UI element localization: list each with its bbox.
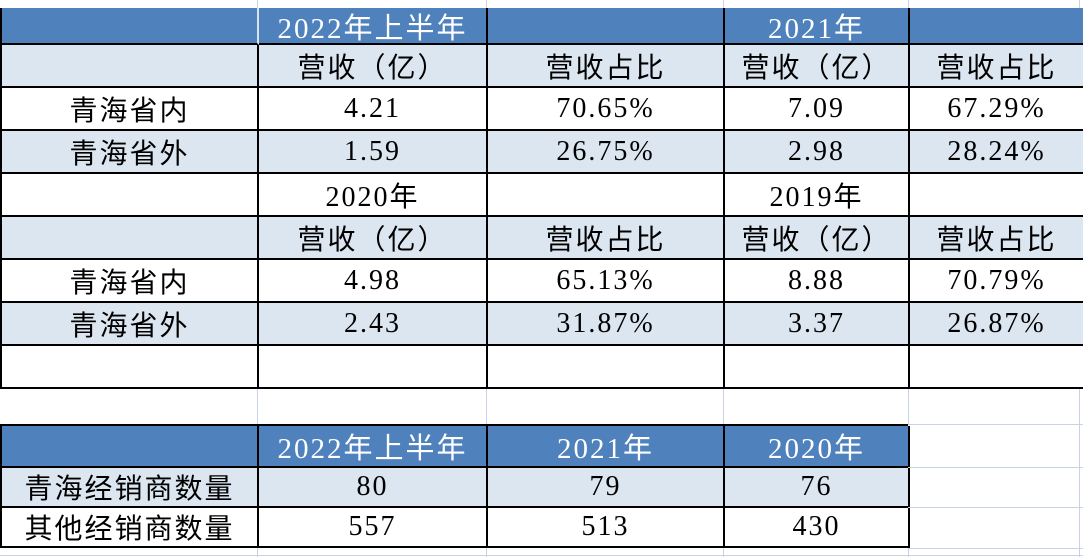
empty-cell[interactable] (2, 426, 259, 468)
value-cell[interactable]: 4.21 (259, 88, 488, 131)
empty-cell[interactable] (259, 346, 488, 389)
gridline (0, 555, 1083, 556)
value-cell[interactable]: 65.13% (488, 260, 725, 303)
value-cell[interactable]: 1.59 (259, 131, 488, 174)
value-cell[interactable]: 70.79% (910, 260, 1083, 303)
gridline (908, 0, 909, 8)
row-label-cell[interactable]: 青海省内 (2, 260, 259, 303)
value-cell[interactable]: 76 (725, 468, 910, 508)
value-cell[interactable]: 8.88 (725, 260, 910, 303)
value-cell[interactable]: 513 (488, 508, 725, 548)
year-header-cell[interactable]: 2022年上半年 (259, 426, 488, 468)
value-cell[interactable]: 31.87% (488, 303, 725, 346)
gridline (1079, 0, 1080, 8)
gridline (723, 0, 724, 8)
empty-cell[interactable] (488, 346, 725, 389)
gridline (486, 548, 487, 557)
col-header-cell[interactable]: 营收占比 (488, 217, 725, 260)
col-header-cell[interactable]: 营收（亿） (259, 217, 488, 260)
gridline (908, 467, 1083, 468)
year-header-cell[interactable]: 2020年 (259, 174, 488, 217)
row-label-cell[interactable]: 青海省内 (2, 88, 259, 131)
gridline (486, 0, 487, 8)
gridline (908, 424, 1083, 425)
empty-cell[interactable] (2, 346, 259, 389)
value-cell[interactable]: 430 (725, 508, 910, 548)
row-label-cell[interactable]: 青海省外 (2, 131, 259, 174)
value-cell[interactable]: 67.29% (910, 88, 1083, 131)
empty-cell[interactable] (2, 217, 259, 260)
empty-cell[interactable] (910, 174, 1083, 217)
empty-cell[interactable] (2, 8, 259, 45)
year-header-cell[interactable]: 2021年 (488, 426, 725, 468)
gridline (908, 548, 1083, 549)
row-label-cell[interactable]: 青海经销商数量 (2, 468, 259, 508)
col-header-cell[interactable]: 营收占比 (910, 217, 1083, 260)
empty-cell[interactable] (488, 8, 725, 45)
empty-cell[interactable] (725, 346, 910, 389)
gridline (723, 389, 724, 424)
value-cell[interactable]: 7.09 (725, 88, 910, 131)
value-cell[interactable]: 70.65% (488, 88, 725, 131)
year-header-cell[interactable]: 2021年 (725, 8, 910, 45)
empty-cell[interactable] (488, 174, 725, 217)
value-cell[interactable]: 4.98 (259, 260, 488, 303)
gridline (723, 548, 724, 557)
year-header-cell[interactable]: 2022年上半年 (259, 8, 488, 45)
row-label-cell[interactable]: 其他经销商数量 (2, 508, 259, 548)
gridline (1079, 389, 1080, 557)
year-header-cell[interactable]: 2020年 (725, 426, 910, 468)
value-cell[interactable]: 557 (259, 508, 488, 548)
value-cell[interactable]: 2.98 (725, 131, 910, 174)
col-header-cell[interactable]: 营收（亿） (259, 45, 488, 88)
gridline (486, 389, 487, 424)
dealer-table: 2022年上半年 2021年 2020年 青海经销商数量 80 79 76 其他… (0, 424, 910, 548)
value-cell[interactable]: 2.43 (259, 303, 488, 346)
revenue-table: 2022年上半年 2021年 营收（亿） 营收占比 营收（亿） 营收占比 青海省… (0, 8, 1083, 389)
empty-cell[interactable] (2, 45, 259, 88)
col-header-cell[interactable]: 营收占比 (488, 45, 725, 88)
gridline (257, 389, 258, 424)
gridline (257, 0, 258, 8)
col-header-cell[interactable]: 营收占比 (910, 45, 1083, 88)
gridline (257, 548, 258, 557)
year-header-cell[interactable]: 2019年 (725, 174, 910, 217)
value-cell[interactable]: 80 (259, 468, 488, 508)
row-label-cell[interactable]: 青海省外 (2, 303, 259, 346)
col-header-cell[interactable]: 营收（亿） (725, 45, 910, 88)
empty-cell[interactable] (910, 346, 1083, 389)
value-cell[interactable]: 28.24% (910, 131, 1083, 174)
gridline (908, 389, 909, 424)
gridline (908, 548, 909, 557)
value-cell[interactable]: 26.87% (910, 303, 1083, 346)
empty-cell[interactable] (2, 174, 259, 217)
value-cell[interactable]: 3.37 (725, 303, 910, 346)
value-cell[interactable]: 79 (488, 468, 725, 508)
col-header-cell[interactable]: 营收（亿） (725, 217, 910, 260)
gridline (908, 507, 1083, 508)
value-cell[interactable]: 26.75% (488, 131, 725, 174)
empty-cell[interactable] (910, 8, 1083, 45)
